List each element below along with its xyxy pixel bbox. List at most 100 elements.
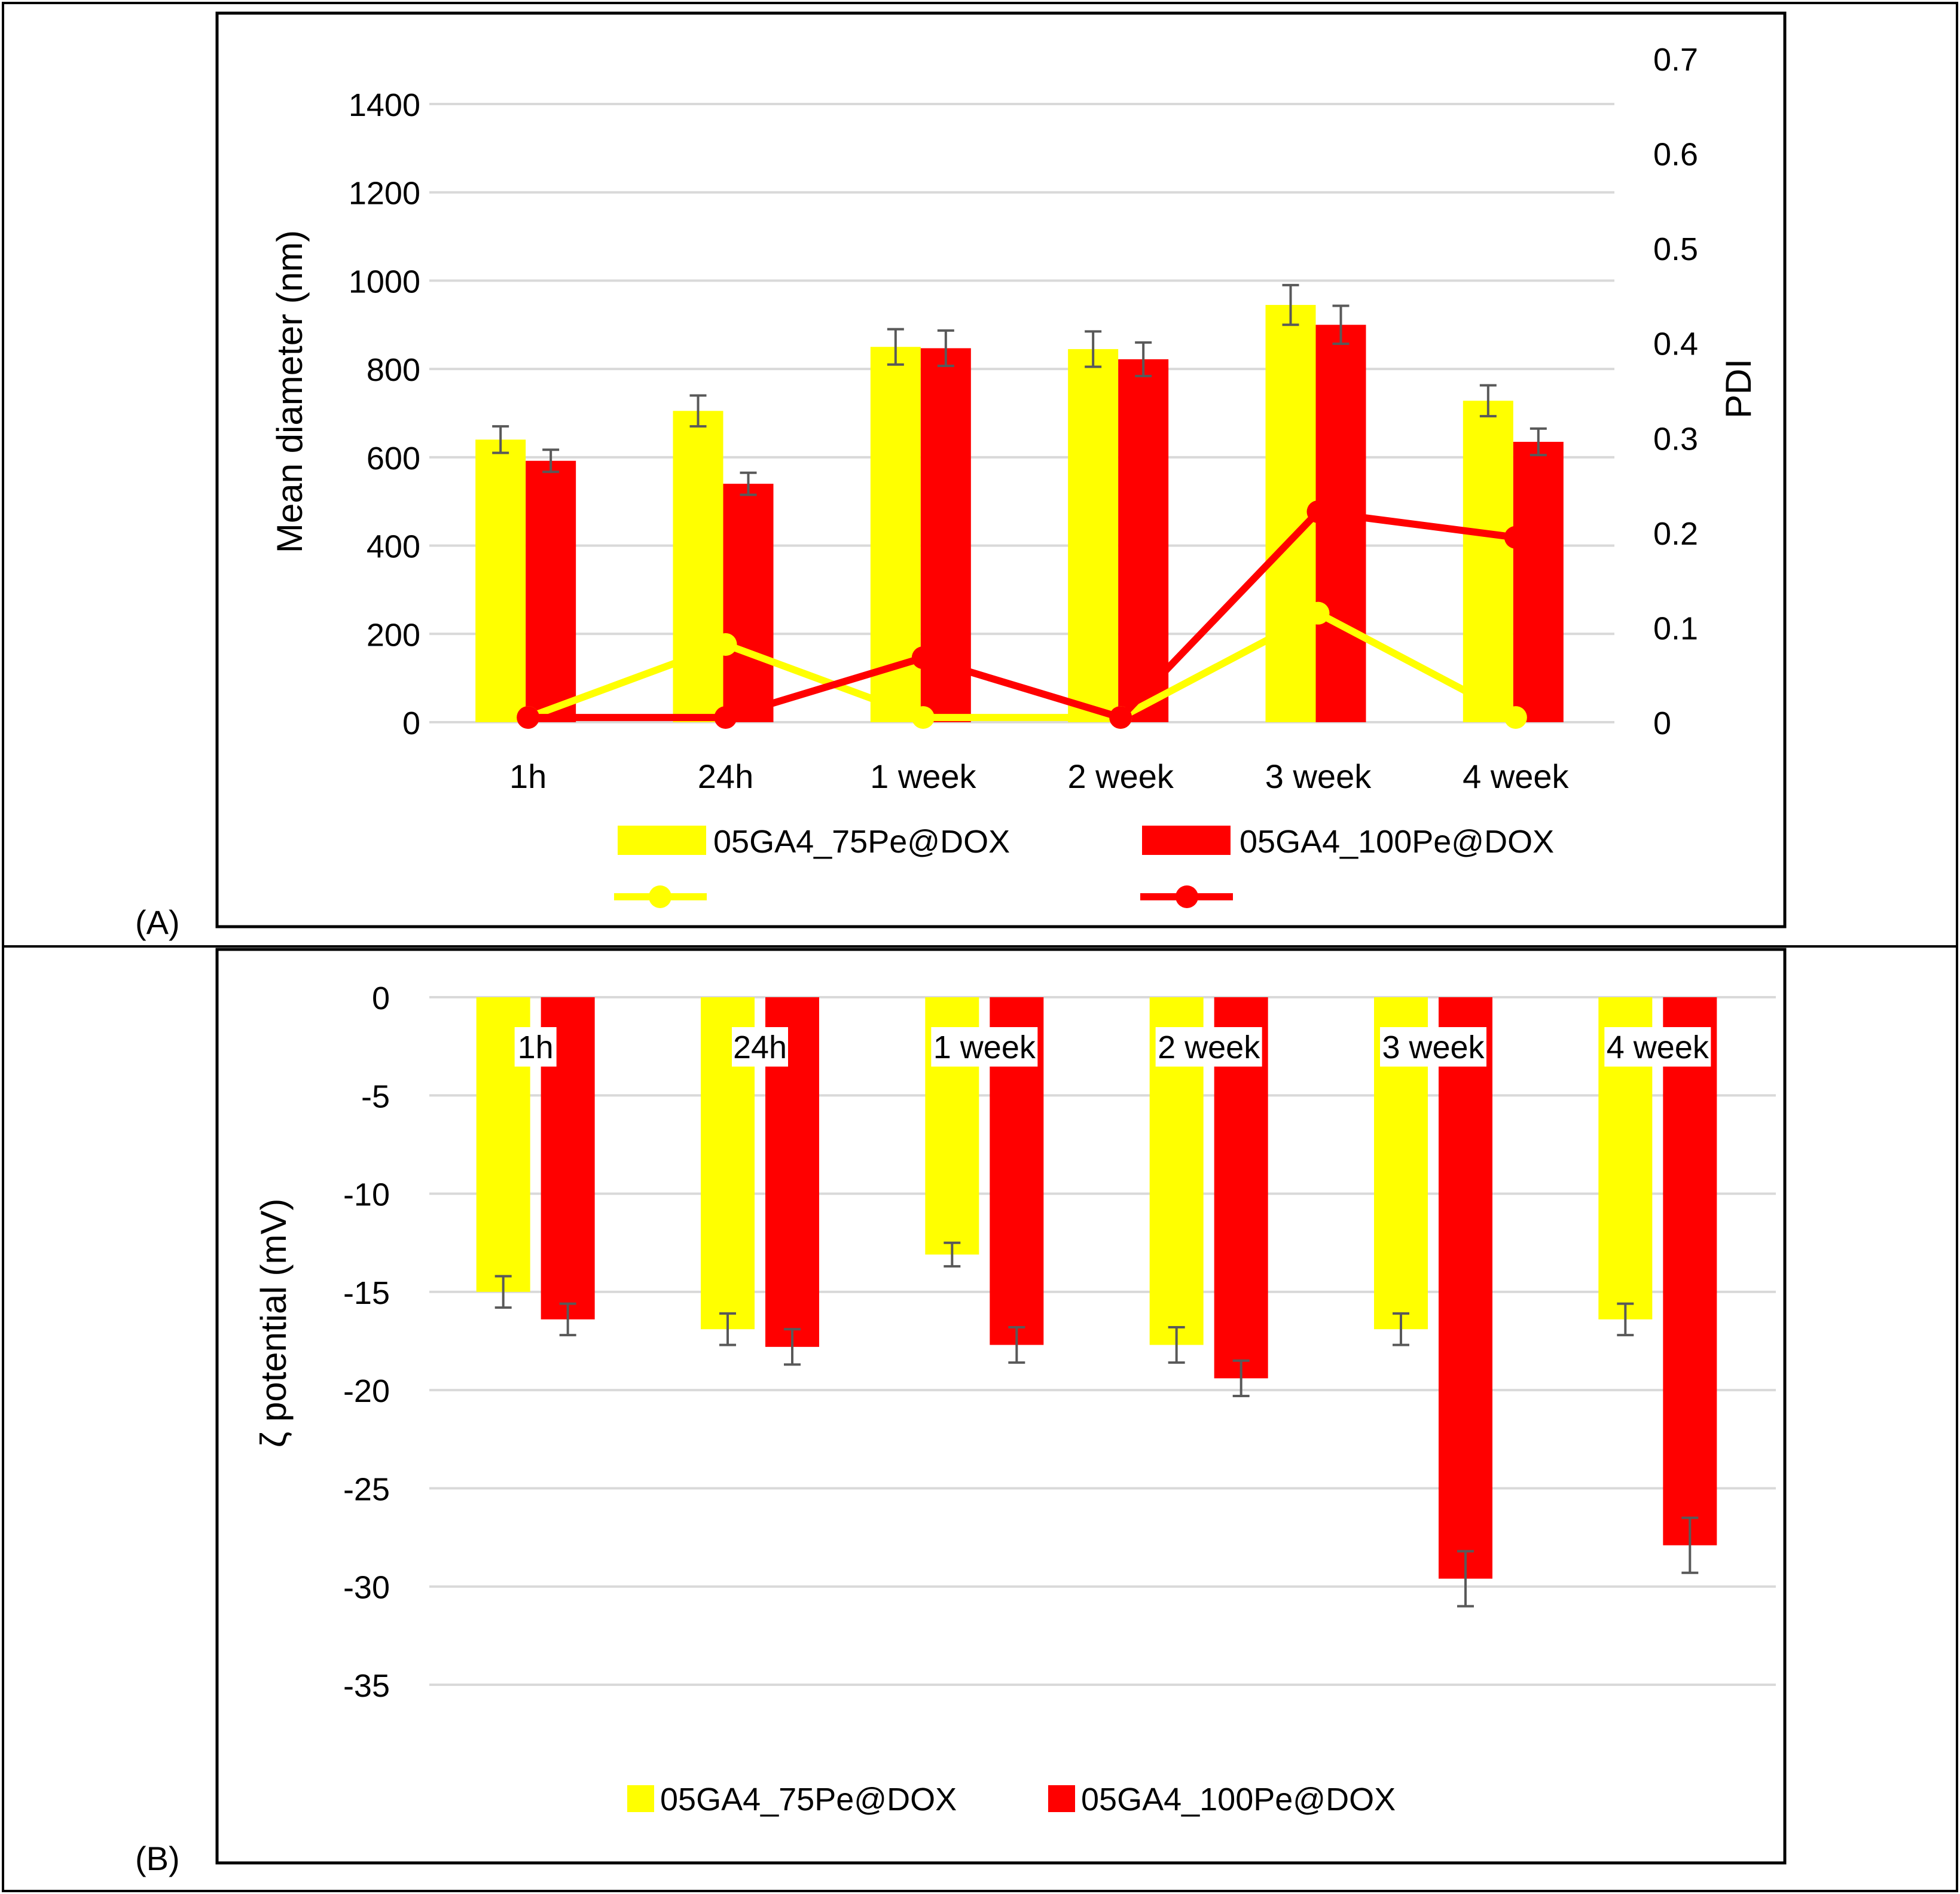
pdi-point: [714, 633, 737, 656]
x-tick-label-background: [732, 1027, 788, 1067]
pdi-point: [517, 706, 540, 729]
y-tick-label: -25: [343, 1471, 390, 1507]
y-tick-label: 400: [367, 529, 420, 565]
y2-tick-label: 0: [1653, 705, 1671, 741]
y-tick-label: -30: [343, 1570, 390, 1606]
panel-b-x-axis-ticks: 1h 24h 1 week 2 week 3 week 4 week: [514, 1027, 1711, 1067]
panel-b-bars: [476, 997, 1717, 1579]
y-tick-label: 0: [402, 705, 420, 741]
bar: [526, 460, 576, 722]
x-tick-label: 1h: [509, 757, 547, 795]
panel-a-y2-axis-title: PDI: [1718, 359, 1758, 418]
pdi-point: [911, 706, 935, 729]
x-tick-label: 2 week: [1158, 1030, 1260, 1065]
y2-tick-label: 0.5: [1653, 231, 1698, 267]
panel-b-y-axis-ticks: 0 -5 -10 -15 -20 -25 -30 -35: [343, 980, 390, 1704]
legend-swatch: [627, 1785, 654, 1812]
legend-item: 05GA4_100Pe@DOX: [1142, 824, 1554, 860]
bar: [723, 484, 774, 722]
x-tick-label: 4 week: [1607, 1030, 1709, 1065]
x-tick-label: 1h: [518, 1030, 554, 1065]
pdi-point: [1109, 706, 1132, 729]
bar: [673, 411, 723, 722]
bar: [1439, 997, 1492, 1579]
legend-label: 05GA4_75Pe@DOX: [713, 824, 1010, 860]
panel-b-gridlines: [429, 996, 1776, 1686]
y-tick-label: -5: [361, 1079, 390, 1114]
panel-b-error-bars: [494, 1241, 1699, 1608]
x-tick-label-background: [1380, 1027, 1486, 1067]
legend-swatch: [1142, 826, 1231, 855]
y2-tick-label: 0.2: [1653, 516, 1698, 552]
legend-item: [1140, 885, 1233, 908]
legend-swatch: [1048, 1785, 1075, 1812]
legend-item: 05GA4_75Pe@DOX: [627, 1782, 957, 1817]
y-tick-label: -20: [343, 1373, 390, 1409]
y2-tick-label: 0.3: [1653, 421, 1698, 457]
panel-b-frame: [215, 948, 1787, 1865]
panel-a-bars: [475, 305, 1564, 722]
bar: [1315, 325, 1366, 722]
panel-a-gridlines: [429, 103, 1614, 723]
x-tick-label: 3 week: [1382, 1030, 1485, 1065]
legend-item: [614, 885, 707, 908]
y-tick-label: -35: [343, 1668, 390, 1704]
legend-label: 05GA4_100Pe@DOX: [1081, 1782, 1396, 1817]
x-tick-label-background: [1155, 1027, 1262, 1067]
x-tick-label-background: [1604, 1027, 1711, 1067]
x-tick-label: 24h: [733, 1030, 787, 1065]
y2-tick-label: 0.6: [1653, 137, 1698, 173]
y-tick-label: 0: [372, 980, 390, 1016]
panel-a-secondary-axis-ticks: 0 0.1 0.2 0.3 0.4 0.5 0.6 0.7: [1653, 42, 1698, 741]
y-tick-label: 800: [367, 352, 420, 388]
panel-b-chart: 0 -5 -10 -15 -20 -25 -30 -35 1h 24h 1 week 2 week 3…: [254, 980, 1776, 1817]
legend-marker: [1176, 885, 1198, 908]
panel-a-frame: [215, 11, 1787, 928]
bar: [1068, 349, 1119, 722]
panel-a-y-axis-title: Mean diameter (nm): [270, 230, 310, 553]
bar: [475, 439, 526, 722]
bar: [1513, 442, 1564, 722]
legend-label: 05GA4_100Pe@DOX: [1239, 824, 1554, 860]
pdi-series-line: [528, 508, 1516, 722]
panel-b-legend: 05GA4_75Pe@DOX 05GA4_100Pe@DOX: [627, 1782, 1396, 1817]
panel-a-legend: 05GA4_75Pe@DOX 05GA4_100Pe@DOX: [614, 824, 1554, 908]
pdi-point: [1306, 601, 1330, 625]
panel-b-label: (B): [135, 1840, 180, 1877]
y-tick-label: 1200: [349, 176, 420, 212]
bar: [1463, 401, 1513, 722]
y2-tick-label: 0.4: [1653, 326, 1698, 362]
legend-marker: [649, 885, 671, 908]
panel-a-pdi-lines: [517, 500, 1527, 729]
y-tick-label: 200: [367, 617, 420, 653]
bar: [1663, 997, 1717, 1545]
pdi-point: [714, 706, 737, 729]
y-tick-label: -10: [343, 1177, 390, 1213]
pdi-point: [1504, 706, 1527, 729]
panel-a-error-bars: [492, 283, 1547, 496]
x-tick-label: 1 week: [870, 757, 976, 795]
panel-a-x-axis-ticks: 1h 24h 1 week 2 week 3 week 4 week: [509, 757, 1570, 795]
legend-item: 05GA4_75Pe@DOX: [618, 824, 1010, 860]
pdi-point: [911, 646, 935, 670]
pdi-series-line: [527, 609, 1518, 722]
y2-tick-label: 0.7: [1653, 42, 1698, 78]
x-tick-label: 4 week: [1463, 757, 1569, 795]
y2-tick-label: 0.1: [1653, 610, 1698, 646]
pdi-point: [1306, 500, 1330, 523]
y-tick-label: 600: [367, 441, 420, 476]
panel-a-y-axis-ticks: 0 200 400 600 800 1000 1200 1400: [349, 87, 420, 741]
x-tick-label: 1 week: [933, 1030, 1036, 1065]
y-tick-label: -15: [343, 1275, 390, 1311]
x-tick-label: 24h: [698, 757, 753, 795]
legend-swatch: [618, 826, 706, 855]
legend-label: 05GA4_75Pe@DOX: [660, 1782, 957, 1817]
y-tick-label: 1400: [349, 87, 420, 123]
bar: [1118, 359, 1169, 722]
x-tick-label-background: [931, 1027, 1038, 1067]
panel-a-label: (A): [135, 903, 180, 941]
x-tick-label: 2 week: [1067, 757, 1174, 795]
y-tick-label: 1000: [349, 264, 420, 300]
